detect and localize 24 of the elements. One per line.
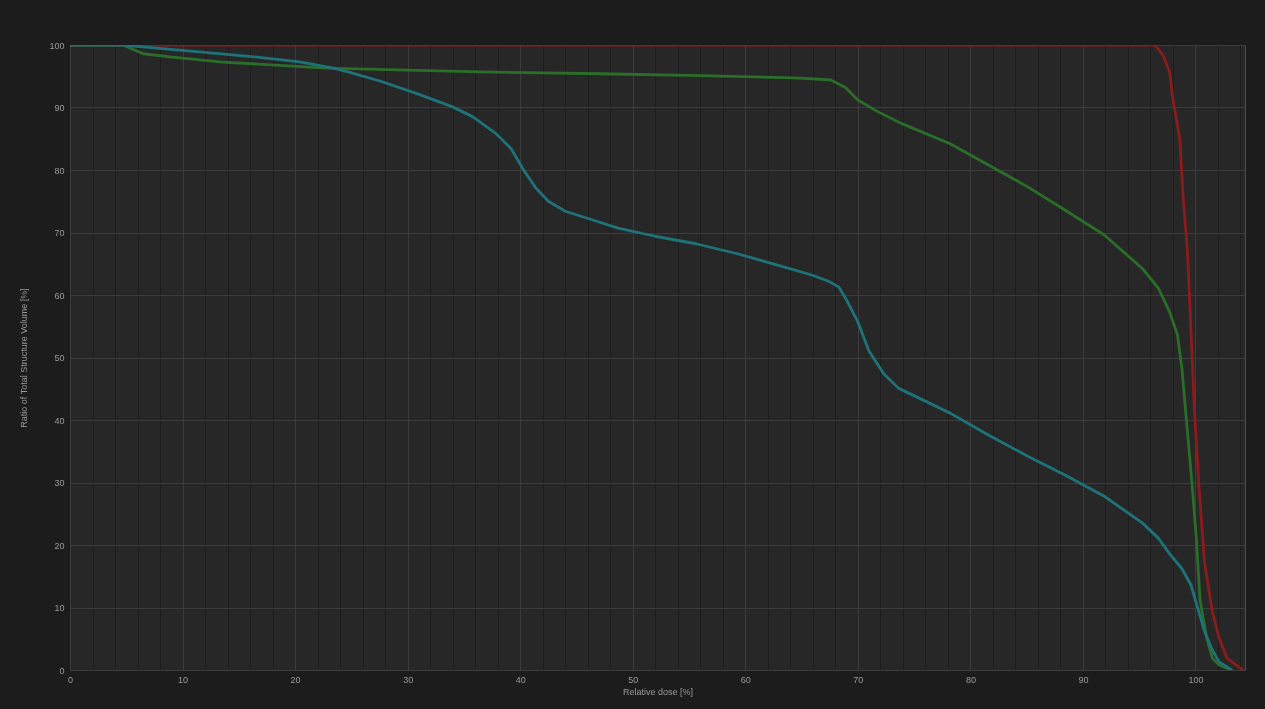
- y-tick-label: 70: [54, 228, 65, 238]
- x-tick-label: 50: [628, 674, 639, 685]
- y-tick-label: 100: [49, 40, 65, 51]
- y-tick-label: 0: [59, 665, 65, 676]
- y-tick-label: 60: [54, 290, 65, 301]
- x-tick-label: 80: [965, 674, 976, 685]
- y-tick-label: 50: [54, 353, 65, 363]
- x-tick-label: 100: [1188, 674, 1204, 685]
- x-tick-label: 90: [1078, 674, 1089, 685]
- x-tick-label: 20: [290, 674, 301, 685]
- x-tick-label: 70: [853, 674, 864, 685]
- y-axis-title: Ratio of Total Structure Volume [%]: [19, 288, 30, 428]
- x-tick-label: 0: [67, 674, 74, 685]
- x-axis-title: Relative dose [%]: [622, 686, 694, 697]
- x-tick-label: 30: [403, 674, 414, 685]
- y-tick-label: 90: [54, 103, 65, 113]
- x-tick-label: 60: [740, 674, 751, 685]
- y-tick-label: 20: [54, 540, 65, 551]
- y-tick-label: 80: [54, 165, 65, 176]
- y-tick-label: 30: [54, 478, 65, 488]
- x-tick-label: 40: [515, 674, 526, 685]
- y-tick-label: 10: [54, 603, 65, 613]
- x-tick-label: 10: [178, 674, 189, 685]
- y-tick-label: 40: [54, 415, 65, 426]
